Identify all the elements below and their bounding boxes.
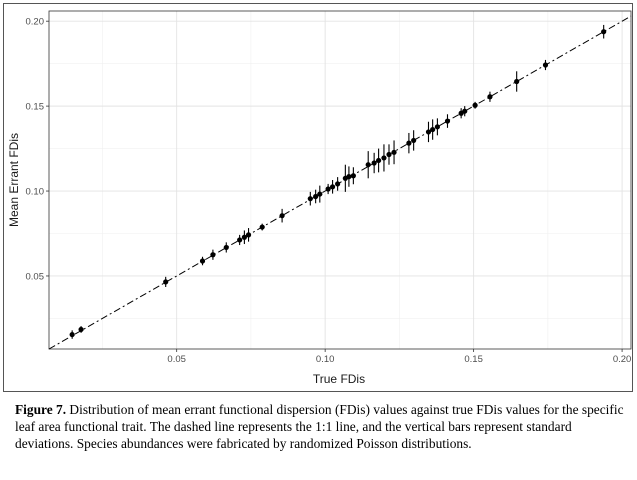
y-tick-label: 0.05 bbox=[26, 271, 45, 282]
data-point bbox=[391, 149, 397, 155]
y-tick-label: 0.15 bbox=[26, 101, 45, 112]
data-point bbox=[430, 126, 436, 133]
scatter-chart: 0.05 0.10 0.15 0.20 0.05 0.10 0.15 0.20 True F… bbox=[7, 10, 632, 386]
data-point bbox=[487, 94, 493, 100]
data-point bbox=[365, 162, 371, 168]
data-point bbox=[237, 237, 243, 243]
data-point bbox=[371, 160, 377, 166]
data-point bbox=[514, 78, 520, 85]
data-point bbox=[376, 157, 382, 164]
data-point bbox=[69, 331, 75, 338]
data-point bbox=[350, 173, 356, 179]
data-point bbox=[317, 191, 323, 197]
data-point bbox=[245, 232, 252, 238]
data-point bbox=[313, 193, 319, 200]
data-point bbox=[279, 213, 285, 219]
data-point bbox=[386, 151, 392, 158]
data-point bbox=[210, 252, 216, 258]
y-axis-label: Mean Errant FDis bbox=[7, 133, 21, 227]
plot-panel bbox=[48, 10, 632, 350]
y-tick-label: 0.20 bbox=[26, 16, 45, 27]
data-point bbox=[406, 140, 412, 146]
points-layer bbox=[69, 24, 607, 339]
y-tick-label: 0.10 bbox=[26, 186, 45, 197]
data-point bbox=[444, 118, 451, 124]
caption-label: Figure 7. bbox=[15, 402, 67, 417]
x-tick-label: 0.05 bbox=[167, 354, 186, 365]
data-point bbox=[325, 186, 331, 192]
x-tick-label: 0.15 bbox=[464, 354, 483, 365]
data-point bbox=[329, 184, 336, 190]
data-point bbox=[434, 124, 440, 130]
y-ticks: 0.05 0.10 0.15 0.20 bbox=[26, 16, 49, 282]
x-axis-label: True FDis bbox=[313, 372, 365, 386]
data-point bbox=[163, 279, 169, 285]
data-point bbox=[381, 155, 387, 161]
caption-text: Distribution of mean errant functional d… bbox=[15, 402, 624, 451]
data-point bbox=[335, 181, 341, 187]
data-point bbox=[307, 196, 313, 202]
x-tick-label: 0.20 bbox=[613, 354, 632, 365]
data-point bbox=[241, 234, 247, 240]
data-point bbox=[601, 29, 607, 35]
x-tick-label: 0.10 bbox=[316, 354, 335, 365]
figure-caption: Figure 7. Distribution of mean errant fu… bbox=[15, 401, 627, 452]
data-point bbox=[223, 244, 229, 251]
x-ticks: 0.05 0.10 0.15 0.20 bbox=[167, 349, 631, 365]
data-point bbox=[199, 258, 206, 264]
grid bbox=[49, 11, 631, 349]
data-point bbox=[472, 102, 478, 108]
data-point bbox=[346, 174, 352, 180]
data-point bbox=[259, 224, 265, 230]
data-point bbox=[425, 129, 432, 135]
one-to-one-line bbox=[48, 15, 632, 350]
data-point bbox=[411, 137, 417, 144]
data-point bbox=[462, 108, 468, 114]
data-point bbox=[542, 62, 549, 68]
data-point bbox=[78, 326, 84, 333]
